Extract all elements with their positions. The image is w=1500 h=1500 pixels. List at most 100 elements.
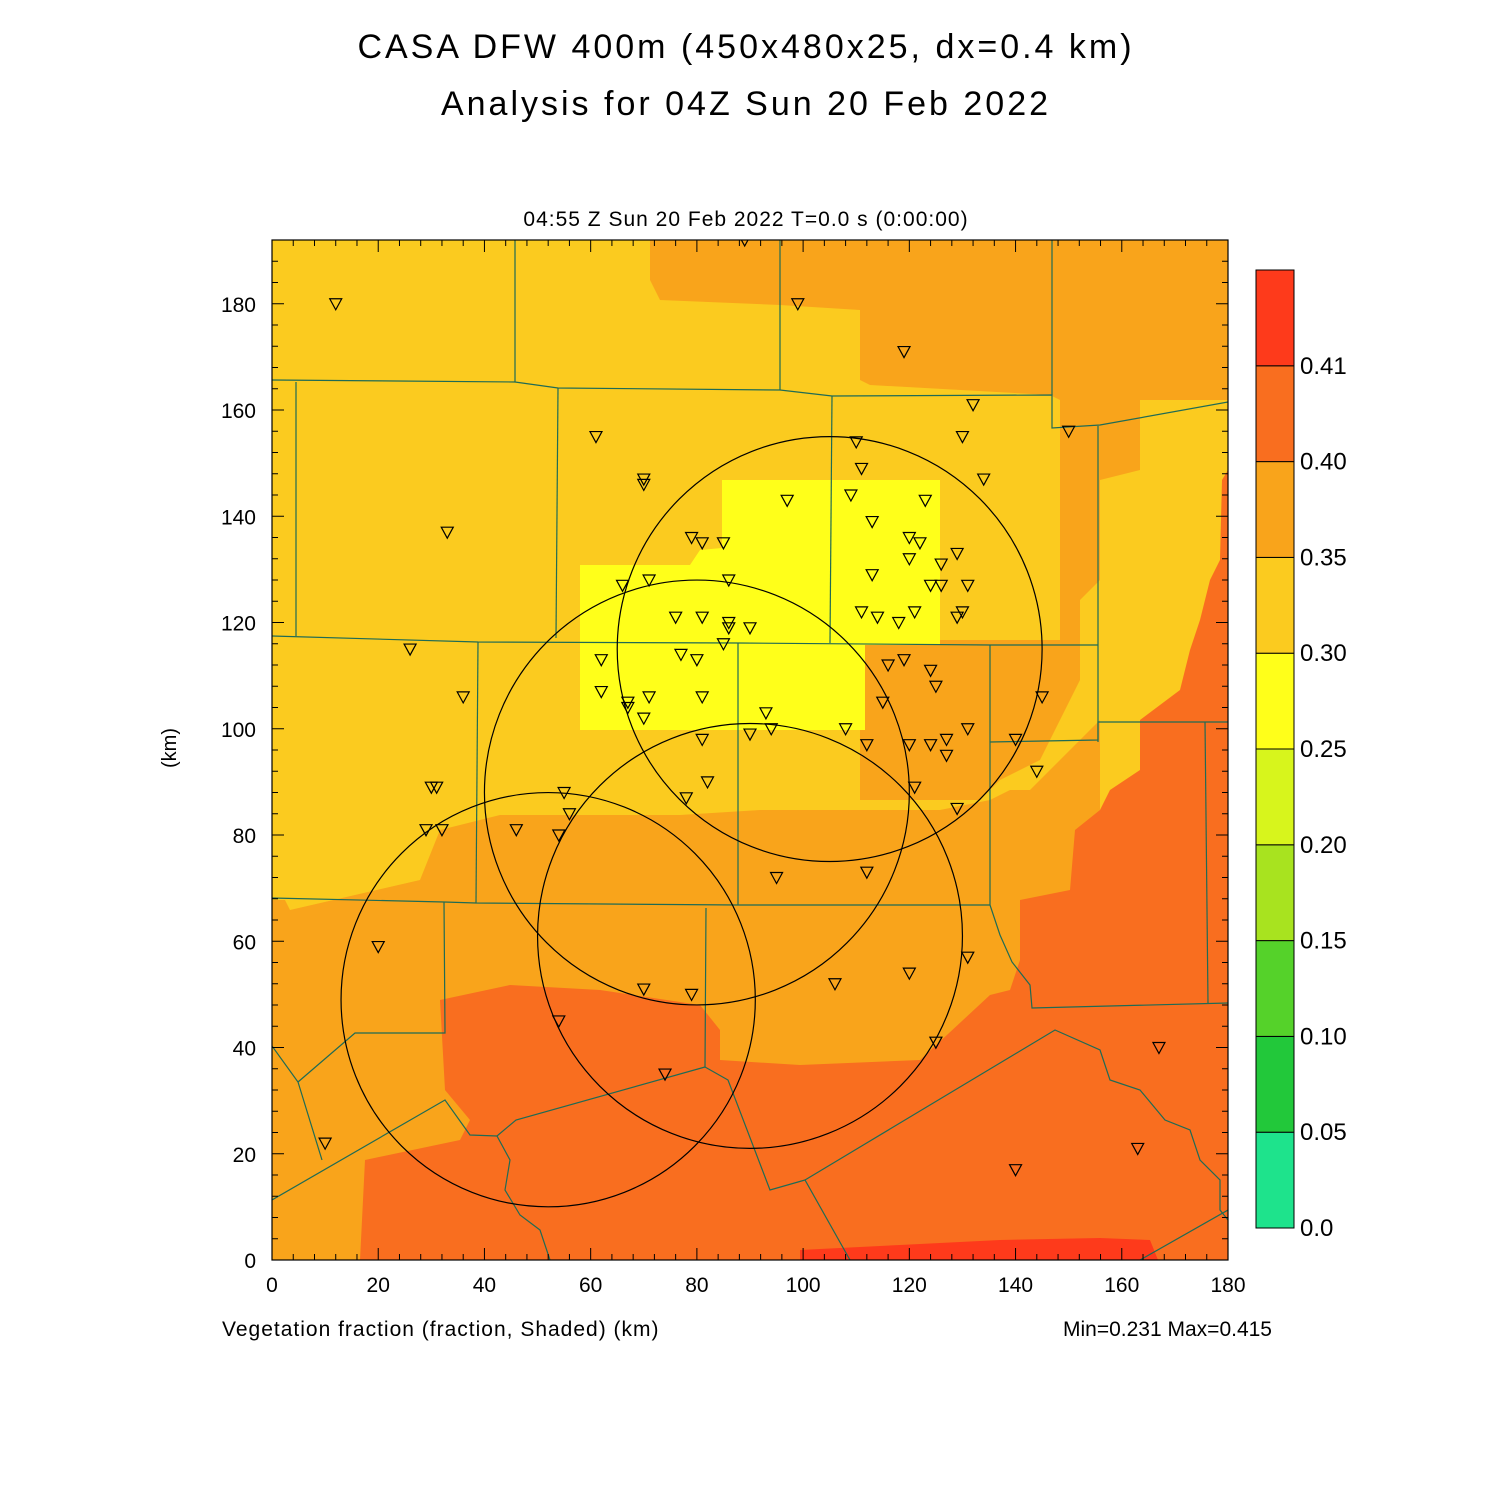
map-plot — [271, 239, 1229, 1261]
station-marker — [1035, 691, 1050, 705]
colorbar-label: 0.05 — [1300, 1119, 1347, 1146]
colorbar-swatch — [1255, 1131, 1295, 1229]
colorbar-swatch — [1255, 1035, 1295, 1133]
shade-035-040 — [360, 470, 1228, 1260]
figure-title-line2: Analysis for 04Z Sun 20 Feb 2022 — [441, 85, 1051, 123]
y-tick-label: 60 — [233, 931, 256, 954]
station-marker — [721, 622, 736, 636]
station-marker — [827, 978, 842, 992]
station-marker — [721, 574, 736, 588]
colorbar-label: 0.15 — [1300, 928, 1347, 955]
station-marker — [907, 606, 922, 620]
station-marker — [897, 345, 912, 359]
x-axis-caption: Vegetation fraction (fraction, Shaded) (… — [222, 1318, 660, 1341]
station-marker — [615, 579, 630, 593]
station-marker — [551, 829, 566, 843]
y-axis-tick-labels: 0 20 40 60 80 100 120 140 160 180 — [221, 294, 256, 1273]
station-marker — [939, 749, 954, 763]
y-tick-label: 120 — [221, 613, 256, 636]
station-marker — [865, 515, 880, 529]
station-marker — [843, 489, 858, 503]
station-marker — [1008, 1164, 1023, 1177]
station-marker — [456, 691, 471, 705]
station-marker — [769, 871, 784, 885]
radar-ring-0 — [340, 791, 756, 1208]
station-marker — [928, 680, 943, 694]
station-marker — [849, 436, 864, 450]
station-marker — [966, 399, 981, 412]
station-marker — [1061, 425, 1076, 439]
station-marker — [668, 611, 683, 625]
shade-030-035-north — [650, 240, 1228, 800]
station-marker — [509, 824, 524, 837]
station-marker — [928, 1036, 943, 1050]
station-marker — [923, 579, 938, 593]
station-marker — [902, 739, 917, 752]
x-tick-label: 140 — [998, 1274, 1033, 1297]
station-marker — [700, 776, 715, 790]
shade-040-plus — [800, 1238, 1158, 1260]
y-tick-label: 100 — [221, 719, 256, 742]
station-marker — [764, 723, 779, 737]
colorbar-swatch — [1255, 269, 1295, 367]
station-marker — [636, 712, 651, 726]
station-marker — [838, 723, 853, 737]
station-marker — [950, 802, 965, 816]
station-marker — [695, 733, 710, 747]
station-marker — [620, 701, 635, 715]
station-marker — [923, 739, 938, 752]
colorbar-swatch — [1255, 844, 1295, 942]
colorbar-label: 0.10 — [1300, 1023, 1347, 1050]
station-marker — [716, 537, 731, 551]
station-marker — [976, 473, 991, 487]
x-tick-label: 40 — [473, 1274, 496, 1297]
colorbar-label: 0.40 — [1300, 449, 1347, 476]
station-marker — [318, 1137, 333, 1151]
station-marker — [429, 781, 444, 795]
station-marker — [870, 611, 885, 625]
colorbar-label: 0.0 — [1300, 1215, 1333, 1242]
station-marker — [907, 781, 922, 795]
station-marker — [684, 988, 699, 1002]
station-marker — [695, 537, 710, 551]
station-marker — [689, 654, 704, 667]
station-marker — [716, 638, 731, 652]
x-tick-label: 180 — [1210, 1274, 1245, 1297]
station-marker — [918, 494, 933, 508]
colorbar-label: 0.30 — [1300, 640, 1347, 667]
y-tick-label: 80 — [233, 825, 256, 848]
colorbar-swatch — [1255, 940, 1295, 1037]
station-marker — [960, 579, 975, 593]
station-marker — [950, 611, 965, 625]
station-marker — [902, 531, 917, 545]
station-marker — [1029, 765, 1044, 779]
station-marker — [950, 547, 965, 561]
station-marker — [695, 611, 710, 625]
station-marker — [684, 531, 699, 545]
station-marker — [1008, 733, 1023, 747]
station-marker — [403, 643, 418, 657]
station-marker — [875, 696, 890, 710]
station-marker — [658, 1068, 673, 1082]
colorbar-swatch — [1255, 556, 1295, 654]
station-marker — [636, 478, 651, 492]
y-tick-label: 140 — [221, 506, 256, 529]
axis-ticks — [271, 239, 1229, 1261]
radar-ring-1 — [483, 579, 910, 1006]
station-marker — [902, 553, 917, 567]
colorbar-swatch — [1255, 748, 1295, 846]
station-marker — [955, 606, 970, 620]
colorbar-label: 0.25 — [1300, 736, 1347, 763]
station-marker — [742, 728, 758, 742]
station-marker — [758, 707, 773, 721]
colorbar-swatch — [1255, 365, 1295, 463]
radar-range-rings — [340, 436, 1043, 1208]
colorbar-swatch — [1255, 461, 1295, 558]
shade-020-025 — [580, 480, 940, 730]
station-marker — [891, 616, 906, 630]
station-marker — [673, 648, 688, 662]
station-marker — [562, 808, 577, 822]
station-marker — [1151, 1041, 1166, 1055]
station-marker — [434, 824, 449, 837]
